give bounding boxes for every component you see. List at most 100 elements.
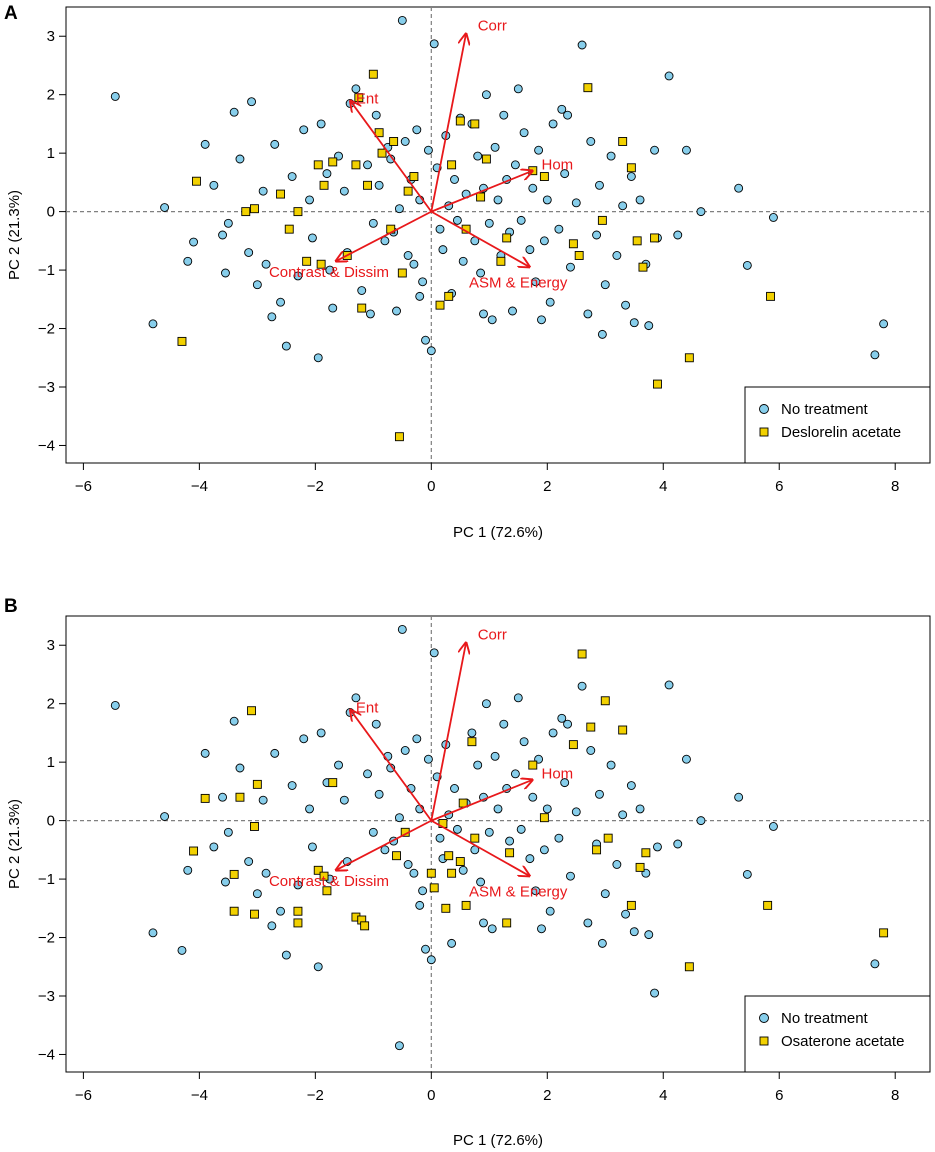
point-no-treatment-a bbox=[200, 139, 210, 149]
point-no-treatment-b bbox=[554, 833, 564, 843]
point-no-treatment-b bbox=[600, 889, 610, 899]
point-treatment-b bbox=[189, 846, 199, 856]
point-no-treatment-b bbox=[537, 924, 546, 934]
point-no-treatment-a bbox=[110, 91, 120, 101]
legend-label-treatment-b: Osaterone acetate bbox=[781, 1033, 904, 1050]
point-no-treatment-b bbox=[221, 877, 230, 887]
point-no-treatment-a bbox=[426, 346, 436, 356]
point-treatment-b bbox=[322, 886, 332, 896]
panel-a: A −6 −4 −2 0 2 4 6 8 −4 −3 −2 −1 0 1 2 3 Corr Ent Hom Con… bbox=[4, 3, 931, 541]
point-no-treatment-b bbox=[583, 918, 593, 928]
point-no-treatment-a bbox=[539, 236, 549, 246]
x-tick-label-a: 2 bbox=[543, 478, 551, 495]
point-no-treatment-a bbox=[595, 180, 604, 190]
point-treatment-a bbox=[313, 160, 323, 170]
point-no-treatment-b bbox=[281, 950, 291, 960]
point-treatment-a bbox=[409, 172, 419, 181]
point-no-treatment-a bbox=[458, 256, 468, 266]
point-no-treatment-b bbox=[299, 734, 309, 744]
panel-label-a: A bbox=[4, 3, 18, 24]
point-no-treatment-b bbox=[450, 784, 459, 793]
point-no-treatment-a bbox=[270, 139, 280, 149]
point-no-treatment-a bbox=[742, 260, 752, 270]
point-treatment-b bbox=[200, 793, 210, 803]
point-treatment-a bbox=[444, 291, 454, 301]
y-tick-label-a: 0 bbox=[47, 204, 55, 221]
point-no-treatment-a bbox=[525, 245, 535, 255]
point-no-treatment-b bbox=[563, 719, 573, 729]
point-treatment-b bbox=[247, 706, 257, 716]
point-no-treatment-a bbox=[380, 236, 390, 246]
point-treatment-b bbox=[455, 857, 465, 866]
point-no-treatment-b bbox=[505, 836, 515, 846]
point-treatment-a bbox=[766, 291, 775, 301]
point-treatment-b bbox=[426, 868, 436, 878]
point-no-treatment-b bbox=[334, 760, 343, 770]
x-tick-label-b: 8 bbox=[891, 1087, 899, 1104]
vector-hom-a bbox=[430, 171, 532, 213]
point-no-treatment-b bbox=[307, 842, 317, 852]
x-tick-label-b: −2 bbox=[307, 1087, 324, 1104]
point-no-treatment-b bbox=[412, 734, 422, 744]
point-no-treatment-b bbox=[380, 845, 390, 855]
point-treatment-b bbox=[470, 833, 480, 843]
point-no-treatment-b bbox=[305, 804, 314, 814]
y-tick-label-a: −4 bbox=[38, 437, 55, 454]
point-treatment-b bbox=[313, 865, 323, 875]
vector-contrast-dissim-a bbox=[336, 210, 432, 262]
point-no-treatment-b bbox=[510, 769, 520, 779]
point-treatment-a bbox=[319, 180, 329, 190]
point-no-treatment-b bbox=[409, 868, 419, 878]
zero-lines-a bbox=[66, 7, 930, 463]
x-tick-label-a: −4 bbox=[191, 478, 208, 495]
point-treatment-b bbox=[293, 918, 303, 928]
point-no-treatment-a bbox=[160, 203, 170, 212]
point-no-treatment-a bbox=[519, 128, 529, 138]
point-no-treatment-a bbox=[626, 172, 636, 181]
point-treatment-a bbox=[435, 300, 445, 310]
point-no-treatment-b bbox=[363, 769, 372, 779]
point-no-treatment-a bbox=[229, 107, 239, 117]
point-no-treatment-a bbox=[450, 175, 459, 184]
point-no-treatment-a bbox=[371, 110, 381, 120]
point-no-treatment-a bbox=[545, 297, 555, 307]
point-no-treatment-b bbox=[621, 909, 631, 919]
point-no-treatment-a bbox=[621, 300, 631, 310]
point-treatment-a bbox=[316, 259, 326, 269]
point-no-treatment-a bbox=[415, 291, 425, 301]
point-treatment-b bbox=[684, 962, 694, 972]
panel-b: B −6 −4 −2 0 2 4 6 8 −4 −3 −2 −1 0 1 2 3 Corr Ent Hom Con… bbox=[4, 596, 931, 1149]
point-treatment-a bbox=[650, 233, 660, 243]
point-treatment-b bbox=[641, 848, 651, 858]
point-treatment-a bbox=[250, 204, 259, 214]
point-treatment-a bbox=[241, 207, 251, 217]
point-no-treatment-b bbox=[452, 824, 462, 834]
legend-marker-treatment-b bbox=[759, 1036, 769, 1046]
panel-label-b: B bbox=[4, 596, 18, 617]
point-no-treatment-a bbox=[673, 230, 683, 240]
legend-marker-no-treatment-b bbox=[759, 1013, 769, 1023]
point-no-treatment-a bbox=[438, 245, 448, 255]
x-tick-label-a: 6 bbox=[775, 478, 783, 495]
point-no-treatment-a bbox=[560, 169, 570, 179]
point-no-treatment-b bbox=[525, 854, 535, 864]
point-treatment-a bbox=[626, 163, 636, 173]
point-treatment-b bbox=[577, 649, 587, 659]
point-no-treatment-b bbox=[200, 748, 210, 758]
point-no-treatment-a bbox=[629, 318, 639, 328]
point-treatment-a bbox=[368, 69, 378, 79]
point-no-treatment-b bbox=[458, 865, 468, 875]
x-tick-label-b: −4 bbox=[191, 1087, 208, 1104]
point-treatment-b bbox=[502, 918, 512, 928]
point-no-treatment-b bbox=[548, 728, 558, 738]
point-treatment-b bbox=[763, 900, 773, 910]
point-treatment-a bbox=[496, 256, 506, 266]
point-no-treatment-a bbox=[696, 207, 706, 217]
vector-contrast-dissim-b bbox=[336, 819, 432, 871]
vector-label-contrast-dissim-a: Contrast & Dissim bbox=[269, 264, 389, 281]
point-no-treatment-a bbox=[351, 84, 361, 94]
point-no-treatment-a bbox=[235, 154, 245, 164]
point-no-treatment-a bbox=[557, 104, 567, 114]
point-no-treatment-b bbox=[397, 624, 407, 634]
